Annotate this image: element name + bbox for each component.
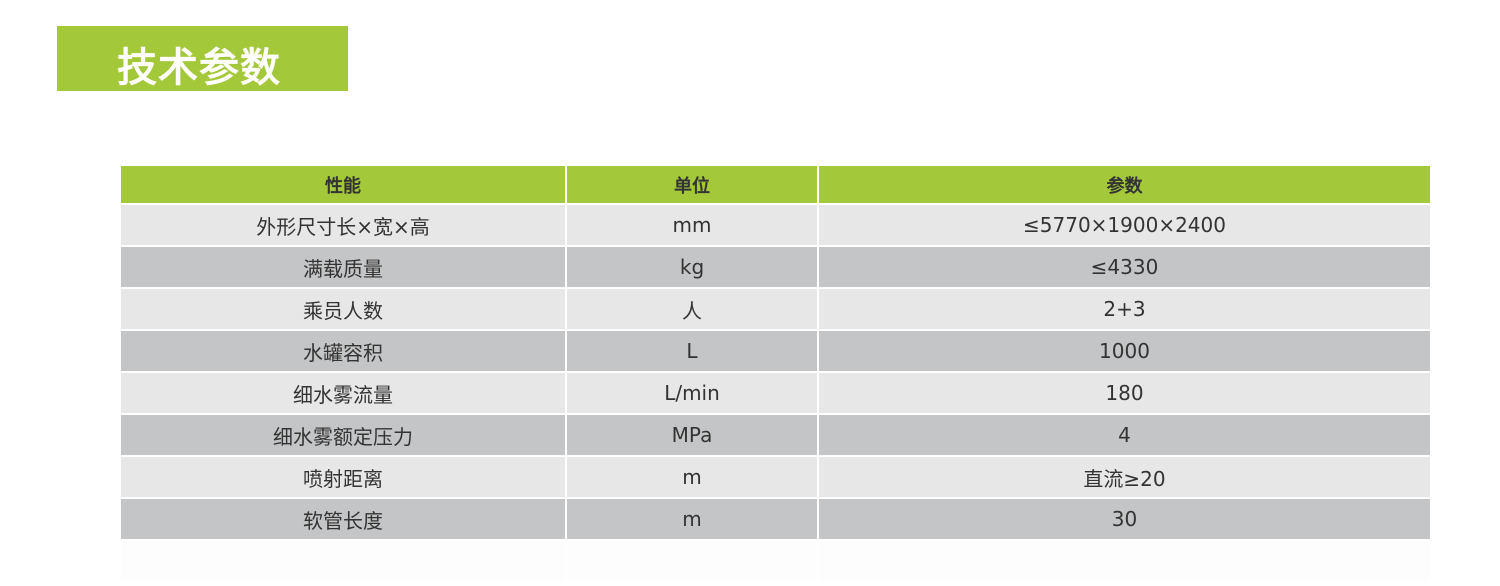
parameter-cell: 4 — [819, 415, 1430, 455]
section-title-banner: 技术参数 — [57, 26, 348, 91]
table-row: 外形尺寸长×宽×高 mm ≤5770×1900×2400 — [121, 205, 1430, 245]
unit-cell: m — [567, 457, 817, 497]
table-row: 软管长度 m 30 — [121, 499, 1430, 539]
performance-cell: 细水雾流量 — [121, 373, 565, 413]
empty-cell — [121, 541, 565, 581]
table-row: 细水雾流量 L/min 180 — [121, 373, 1430, 413]
table-row: 乘员人数人 2+3 — [121, 289, 1430, 329]
empty-cell — [567, 541, 817, 581]
table-row: 细水雾额定压力 MPa 4 — [121, 415, 1430, 455]
parameter-cell: 180 — [819, 373, 1430, 413]
parameter-cell: 30 — [819, 499, 1430, 539]
header-performance: 性能 — [121, 166, 565, 203]
parameter-cell: ≤5770×1900×2400 — [819, 205, 1430, 245]
header-unit: 单位 — [567, 166, 817, 203]
section-title: 技术参数 — [117, 45, 281, 91]
table-empty-row — [121, 541, 1430, 581]
table-row: 满载质量 kg ≤4330 — [121, 247, 1430, 287]
parameter-cell: ≤4330 — [819, 247, 1430, 287]
parameter-cell: 直流≥20 — [819, 457, 1430, 497]
parameter-cell: 2+3 — [819, 289, 1430, 329]
empty-cell — [819, 541, 1430, 581]
table-row: 喷射距离 m 直流≥20 — [121, 457, 1430, 497]
table-row: 水罐容积 L 1000 — [121, 331, 1430, 371]
header-parameter: 参数 — [819, 166, 1430, 203]
performance-cell: 细水雾额定压力 — [121, 415, 565, 455]
performance-cell: 满载质量 — [121, 247, 565, 287]
performance-cell: 软管长度 — [121, 499, 565, 539]
table-header: 性能 单位 参数 — [121, 166, 1430, 203]
unit-cell: L/min — [567, 373, 817, 413]
unit-cell: m — [567, 499, 817, 539]
spec-table: 性能 单位 参数 外形尺寸长×宽×高 mm ≤5770×1900×2400 满载质量 k… — [121, 166, 1430, 583]
performance-cell: 乘员人数 — [121, 289, 565, 329]
performance-cell: 外形尺寸长×宽×高 — [121, 205, 565, 245]
unit-cell: MPa — [567, 415, 817, 455]
performance-cell: 喷射距离 — [121, 457, 565, 497]
unit-cell: 人 — [567, 289, 817, 329]
performance-cell: 水罐容积 — [121, 331, 565, 371]
unit-cell: mm — [567, 205, 817, 245]
unit-cell: kg — [567, 247, 817, 287]
parameter-cell: 1000 — [819, 331, 1430, 371]
unit-cell: L — [567, 331, 817, 371]
